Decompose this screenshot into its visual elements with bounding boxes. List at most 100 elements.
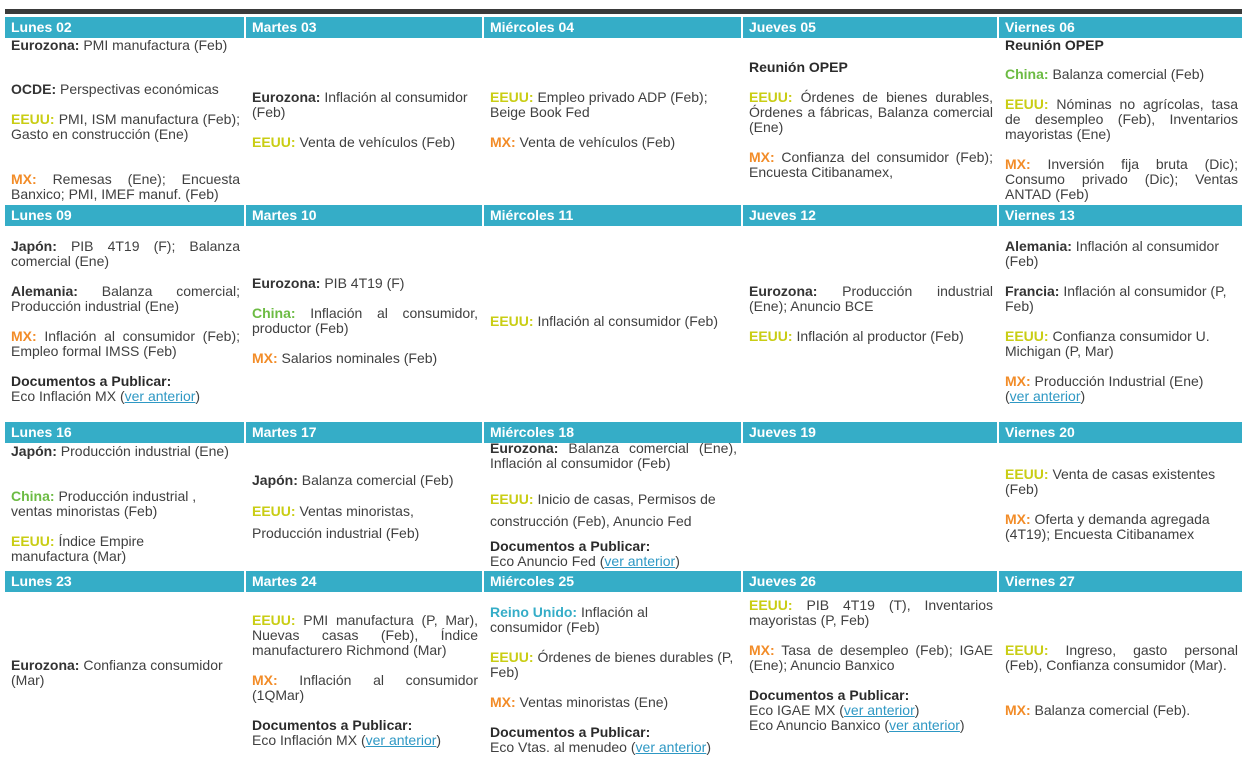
day-header-mon: Lunes 16: [5, 422, 244, 443]
top-rule: [5, 9, 1242, 14]
day-header-thu: Jueves 26: [743, 571, 997, 592]
day-header-mon: Lunes 09: [5, 205, 244, 226]
day-cell-tue: Japón: Balanza comercial (Feb) EEUU: Ven…: [246, 443, 482, 570]
event-entry: EEUU: Ingreso, gasto personal (Feb), Con…: [1005, 642, 1238, 673]
day-cell-fri: Alemania: Inflación al consumidor (Feb) …: [999, 226, 1242, 421]
day-header-thu: Jueves 12: [743, 205, 997, 226]
event-entry: China: Producción industrial , ventas mi…: [11, 488, 197, 519]
documents-entry: Documentos a Publicar: Eco Anuncio Fed (v…: [490, 538, 680, 569]
event-entry: Eurozona: PMI manufactura (Feb): [11, 37, 228, 53]
day-header-thu: Jueves 19: [743, 422, 997, 443]
event-entry: EEUU: Venta de vehículos (Feb): [252, 134, 456, 150]
event-entry: EEUU: Órdenes de bienes durables (P, Feb…: [490, 649, 734, 680]
day-cell-mon: Eurozona: Confianza consumidor (Mar): [5, 592, 244, 762]
event-entry: Japón: Balanza comercial (Feb): [252, 472, 454, 488]
event-entry: Japón: PIB 4T19 (F); Balanza comercial (…: [11, 238, 240, 269]
day-cell-mon: Eurozona: PMI manufactura (Feb) OCDE: Pe…: [5, 38, 244, 203]
event-entry: MX: Balanza comercial (Feb).: [1005, 702, 1191, 718]
day-header-mon: Lunes 02: [5, 17, 244, 38]
event-entry: EEUU: PMI manufactura (P, Mar), Nuevas c…: [252, 612, 478, 658]
day-cell-tue: Eurozona: Inflación al consumidor (Feb) …: [246, 38, 482, 203]
event-entry: Eurozona: Inflación al consumidor (Feb): [252, 89, 468, 120]
event-entry: China: Inflación al consumidor, producto…: [252, 305, 478, 336]
day-cell-thu: [743, 443, 997, 570]
event-entry: EEUU: Inicio de casas, Permisos de const…: [490, 491, 716, 529]
ver-anterior-link[interactable]: ver anterior: [1009, 388, 1081, 404]
event-entry: EEUU: Inflación al productor (Feb): [749, 328, 964, 344]
ver-anterior-link[interactable]: ver anterior: [604, 553, 676, 569]
ver-anterior-link[interactable]: ver anterior: [843, 702, 915, 718]
documents-entry: Documentos a Publicar: Eco Vtas. al menud…: [490, 724, 712, 755]
day-header-wed: Miércoles 18: [484, 422, 741, 443]
day-cell-fri: Reunión OPEP China: Balanza comercial (F…: [999, 38, 1242, 203]
day-header-fri: Viernes 06: [999, 17, 1242, 38]
ver-anterior-link[interactable]: ver anterior: [365, 732, 437, 748]
event-entry: Eurozona: Producción industrial (Ene); A…: [749, 283, 993, 314]
day-cell-tue: EEUU: PMI manufactura (P, Mar), Nuevas c…: [246, 592, 482, 762]
day-header-tue: Martes 17: [246, 422, 482, 443]
event-entry: MX: Venta de vehículos (Feb): [490, 134, 676, 150]
event-entry: EEUU: Confianza consumidor U. Michigan (…: [1005, 328, 1210, 359]
event-entry: EEUU: Nóminas no agrícolas, tasa de dese…: [1005, 96, 1238, 142]
day-cell-thu: Eurozona: Producción industrial (Ene); A…: [743, 226, 997, 421]
documents-entry: Documentos a Publicar: Eco IGAE MX (ver a…: [749, 687, 965, 733]
day-cell-wed: EEUU: Empleo privado ADP (Feb); Beige Bo…: [484, 38, 741, 203]
event-entry: Eurozona: Confianza consumidor (Mar): [11, 657, 223, 688]
ver-anterior-link[interactable]: ver anterior: [889, 717, 960, 733]
day-cell-wed: EEUU: Inflación al consumidor (Feb): [484, 226, 741, 421]
event-entry: MX: Tasa de desempleo (Feb); IGAE (Ene);…: [749, 642, 993, 673]
event-entry: MX: Remesas (Ene); Encuesta Banxico; PMI…: [11, 171, 240, 202]
event-entry: MX: Confianza del consumidor (Feb); Encu…: [749, 149, 993, 180]
day-header-fri: Viernes 27: [999, 571, 1242, 592]
day-cell-mon: Japón: Producción industrial (Ene) China…: [5, 443, 244, 570]
day-cell-tue: Eurozona: PIB 4T19 (F) China: Inflación …: [246, 226, 482, 421]
day-header-fri: Viernes 13: [999, 205, 1242, 226]
day-header-wed: Miércoles 11: [484, 205, 741, 226]
day-header-tue: Martes 24: [246, 571, 482, 592]
day-cell-wed: Eurozona: Balanza comercial (Ene), Infla…: [484, 440, 741, 570]
day-header-thu: Jueves 05: [743, 17, 997, 38]
event-entry: EEUU: Índice Empire manufactura (Mar): [11, 533, 145, 564]
event-entry: EEUU: Ventas minoristas, Producción indu…: [252, 503, 420, 541]
event-entry: MX: Oferta y demanda agregada (4T19); En…: [1005, 511, 1210, 542]
day-cell-mon: Japón: PIB 4T19 (F); Balanza comercial (…: [5, 226, 244, 421]
event-entry: Eurozona: PIB 4T19 (F): [252, 275, 405, 291]
event-entry: EEUU: Venta de casas existentes (Feb): [1005, 466, 1216, 497]
day-header-tue: Martes 10: [246, 205, 482, 226]
event-entry: Japón: Producción industrial (Ene): [11, 443, 229, 459]
event-entry: OCDE: Perspectivas económicas: [11, 81, 219, 97]
event-entry: Francia: Inflación al consumidor (P, Feb…: [1005, 283, 1227, 314]
event-entry: MX: Inversión fija bruta (Dic); Consumo …: [1005, 156, 1238, 202]
day-header-wed: Miércoles 04: [484, 17, 741, 38]
ver-anterior-link[interactable]: ver anterior: [635, 739, 707, 755]
event-entry: EEUU: Empleo privado ADP (Feb); Beige Bo…: [490, 89, 708, 120]
documents-entry: Documentos a Publicar: Eco Inflación MX (…: [252, 717, 442, 748]
day-cell-fri: EEUU: Ingreso, gasto personal (Feb), Con…: [999, 592, 1242, 762]
event-entry: Alemania: Inflación al consumidor (Feb): [1005, 238, 1219, 269]
event-entry: MX: Salarios nominales (Feb): [252, 350, 438, 366]
event-entry: Reino Unido: Inflación al consumidor (Fe…: [490, 604, 648, 635]
day-cell-wed: Reino Unido: Inflación al consumidor (Fe…: [484, 592, 741, 762]
event-entry: EEUU: PMI, ISM manufactura (Feb); Gasto …: [11, 111, 240, 142]
day-header-wed: Miércoles 25: [484, 571, 741, 592]
event-entry: Reunión OPEP: [1005, 37, 1104, 53]
ver-anterior-link[interactable]: ver anterior: [124, 388, 196, 404]
event-entry: EEUU: PIB 4T19 (T), Inventarios mayorist…: [749, 597, 993, 628]
event-entry: China: Balanza comercial (Feb): [1005, 66, 1205, 82]
day-cell-thu: Reunión OPEP EEUU: Órdenes de bienes dur…: [743, 38, 997, 203]
day-header-fri: Viernes 20: [999, 422, 1242, 443]
event-entry: MX: Producción Industrial (Ene) (ver ante…: [1005, 373, 1204, 404]
event-entry: EEUU: Inflación al consumidor (Feb): [490, 313, 718, 329]
event-entry: Reunión OPEP: [749, 59, 848, 75]
day-cell-thu: EEUU: PIB 4T19 (T), Inventarios mayorist…: [743, 592, 997, 762]
event-entry: MX: Inflación al consumidor (Feb); Emple…: [11, 328, 240, 359]
event-entry: MX: Ventas minoristas (Ene): [490, 694, 669, 710]
event-entry: EEUU: Órdenes de bienes durables, Órdene…: [749, 89, 993, 135]
day-header-mon: Lunes 23: [5, 571, 244, 592]
day-header-tue: Martes 03: [246, 17, 482, 38]
event-entry: MX: Inflación al consumidor (1QMar): [252, 672, 478, 703]
event-entry: Eurozona: Balanza comercial (Ene), Infla…: [490, 440, 737, 471]
documents-entry: Documentos a Publicar: Eco Inflación MX (…: [11, 373, 201, 404]
event-entry: Alemania: Balanza comercial; Producción …: [11, 283, 240, 314]
day-cell-fri: EEUU: Venta de casas existentes (Feb) MX…: [999, 443, 1242, 570]
